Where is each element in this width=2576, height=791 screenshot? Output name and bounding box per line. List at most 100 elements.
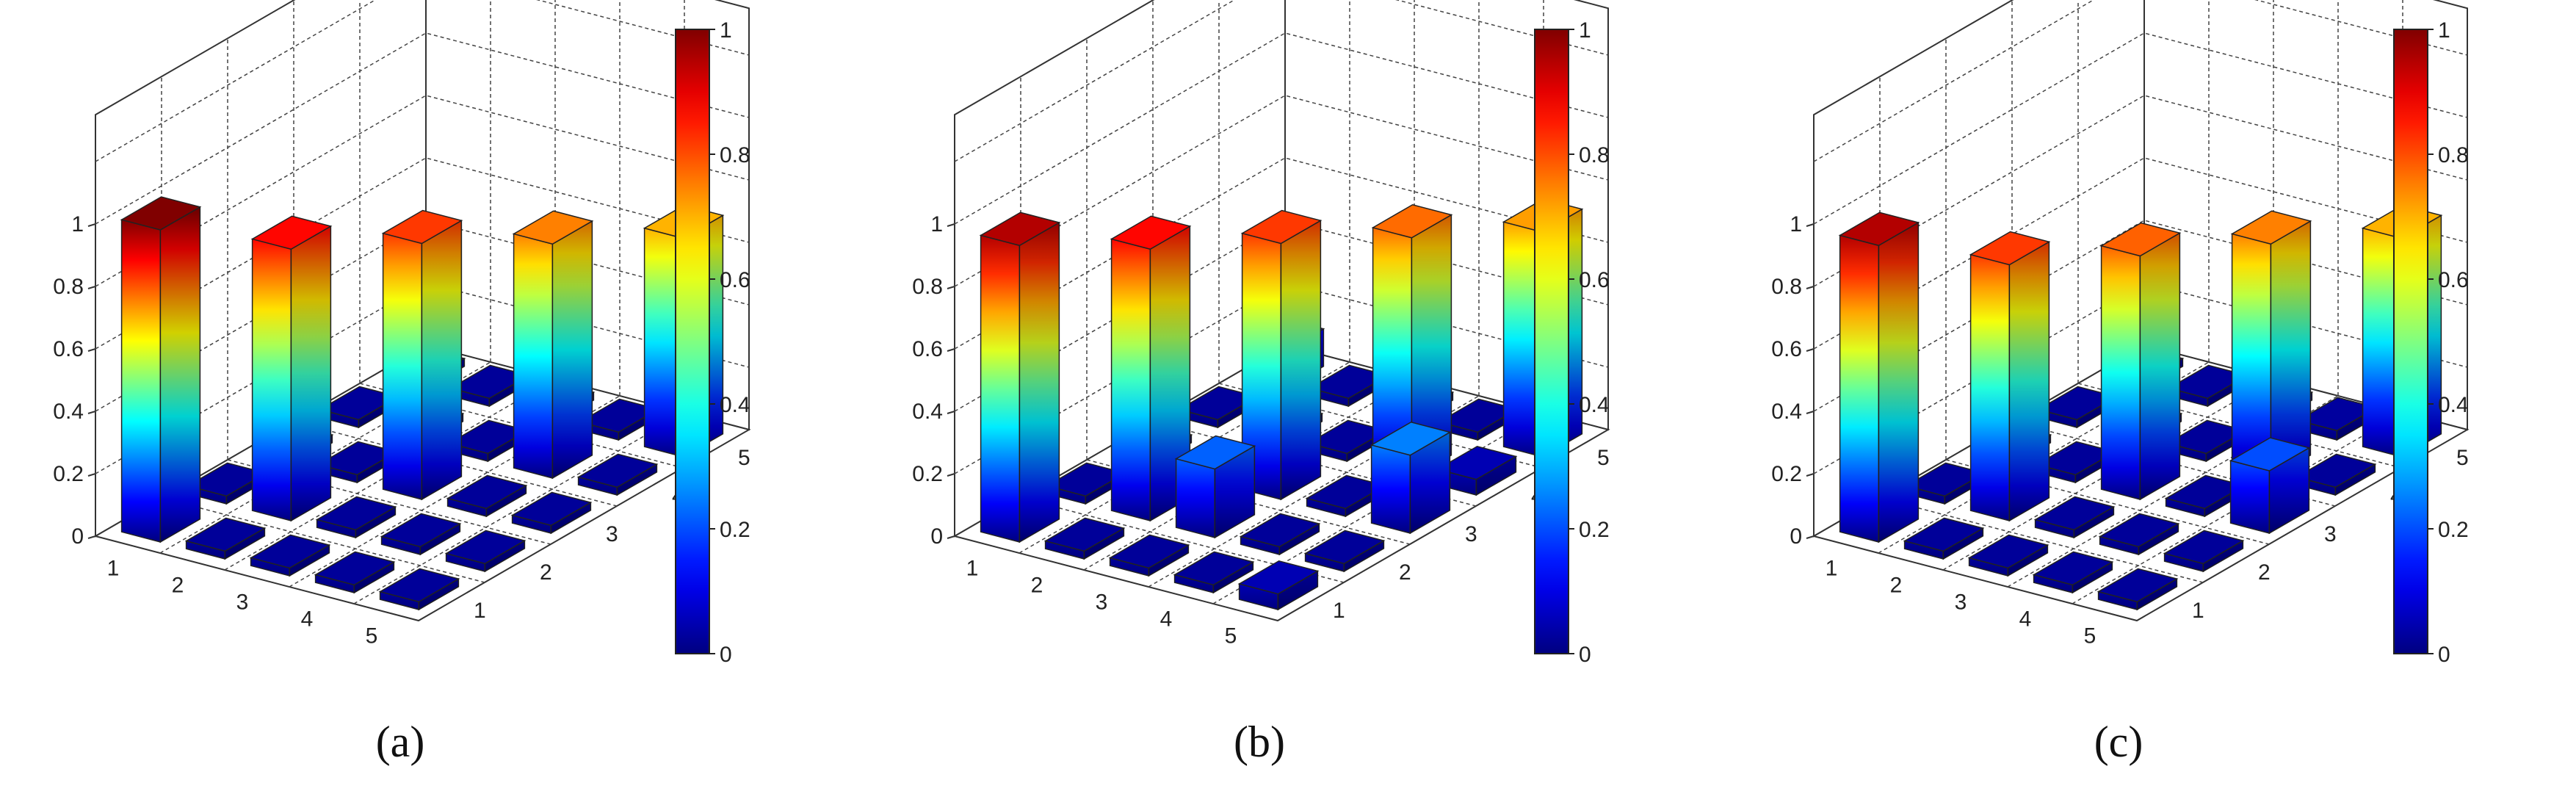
bar-top xyxy=(2099,222,2182,257)
z-tick xyxy=(87,535,96,539)
floor-gridline xyxy=(1212,412,1544,604)
bar-shade xyxy=(354,562,394,593)
bar xyxy=(1108,534,1190,577)
bar-top xyxy=(1436,445,1518,480)
z-tick-label: 1 xyxy=(930,212,943,236)
bar xyxy=(576,453,659,496)
wall-gridline xyxy=(954,157,1609,350)
bar xyxy=(1969,231,2051,522)
bar-shade xyxy=(2140,233,2180,499)
bar-top xyxy=(249,534,331,569)
wall-gridline xyxy=(95,32,750,225)
bars xyxy=(1838,204,2443,611)
bar-shade xyxy=(2009,242,2049,521)
x-tick-label: 3 xyxy=(1096,590,1108,615)
bar-top xyxy=(512,210,594,245)
x-tick-label: 1 xyxy=(966,557,979,581)
bar-top xyxy=(1239,513,1321,548)
bar-shade xyxy=(1344,541,1384,571)
z-tick-label: 0.8 xyxy=(912,275,943,299)
bar-side xyxy=(513,233,554,479)
wall-gridline xyxy=(1813,157,2468,350)
colorbar-gradient xyxy=(675,29,710,654)
bar-top xyxy=(1371,203,1453,239)
z-tick xyxy=(87,411,96,414)
panel-b-chart: 00.20.40.60.81123451234500.20.40.60.81(b… xyxy=(912,0,1610,766)
bar xyxy=(1239,513,1321,556)
bar-top xyxy=(576,453,659,488)
x-tick-label: 2 xyxy=(172,574,184,598)
bar-top xyxy=(1969,231,2051,266)
z-tick xyxy=(1806,473,1815,477)
z-tick-label: 0.6 xyxy=(1771,337,1802,361)
y-tick-label: 3 xyxy=(606,522,618,546)
bar xyxy=(1173,551,1255,594)
wall-gridline xyxy=(1813,32,2468,225)
bar-shade xyxy=(1411,214,1452,478)
floor-gridline xyxy=(1083,378,1415,571)
bar-top xyxy=(2163,530,2245,565)
z-tick xyxy=(87,348,96,352)
y-tick-label: 3 xyxy=(1465,522,1477,546)
bar xyxy=(250,215,333,522)
y-tick-label: 1 xyxy=(2192,599,2204,623)
wall-gridline xyxy=(95,0,750,162)
bar xyxy=(378,568,460,611)
panel-label: (b) xyxy=(1234,718,1285,766)
z-tick-label: 0.8 xyxy=(53,275,84,299)
bar-top xyxy=(378,568,460,603)
bar-shade xyxy=(2271,221,2311,478)
bar-top xyxy=(250,215,333,250)
colorbar-tick-label: 1 xyxy=(1579,18,1591,43)
bar-top xyxy=(1903,517,1985,552)
colorbar-tick-label: 0.8 xyxy=(720,143,750,167)
colorbar-tick-label: 0 xyxy=(1579,643,1591,667)
colorbar-tick-label: 0.6 xyxy=(1579,268,1610,292)
x-tick-label: 4 xyxy=(1160,607,1173,632)
bar-shade xyxy=(1148,545,1189,576)
bar-shade xyxy=(422,220,462,499)
z-tick-label: 1 xyxy=(71,212,84,236)
bar-shade xyxy=(1213,562,1253,593)
bar-top xyxy=(1240,209,1323,245)
bar-shade xyxy=(2074,507,2114,538)
bar xyxy=(2033,496,2116,539)
bar xyxy=(2229,437,2311,535)
bar-top xyxy=(979,212,1061,247)
colorbar-tick-label: 0 xyxy=(720,643,732,667)
bar-side xyxy=(1110,238,1151,521)
bar xyxy=(2032,551,2114,594)
bar-top xyxy=(381,209,463,245)
bar-shade xyxy=(1019,223,1060,542)
bar-shade xyxy=(617,464,657,495)
bar-top xyxy=(1108,534,1190,569)
y-tick-label: 2 xyxy=(540,560,552,585)
floor-gridline xyxy=(2072,412,2403,604)
bar-top xyxy=(446,474,528,510)
bar xyxy=(2096,568,2179,611)
y-tick-label: 5 xyxy=(2456,446,2469,470)
z-tick-label: 0.2 xyxy=(53,462,84,486)
bar xyxy=(2163,530,2245,573)
wall-gridline xyxy=(1813,95,2468,287)
bar xyxy=(380,513,462,556)
bar-top xyxy=(1303,530,1386,565)
x-tick-label: 5 xyxy=(366,624,378,649)
colorbar: 0 0.2 0.4 0.6 0.8 1 xyxy=(2393,18,2469,667)
bar xyxy=(1303,530,1386,573)
panel-label: (a) xyxy=(376,718,425,766)
z-tick-label: 0 xyxy=(1790,524,1802,549)
bar xyxy=(1237,560,1320,611)
bar-shade xyxy=(1281,220,1321,499)
bar-side xyxy=(251,238,292,521)
bar-shade xyxy=(1410,432,1450,533)
z-tick-label: 0 xyxy=(930,524,943,549)
bar-side xyxy=(1969,253,2011,521)
bar-side xyxy=(120,219,162,543)
bar-shade xyxy=(485,541,525,571)
y-tick-label: 3 xyxy=(2324,522,2337,546)
bar-shade xyxy=(1084,528,1124,559)
wall-gridline xyxy=(1813,220,2468,412)
x-tick-label: 1 xyxy=(107,557,120,581)
